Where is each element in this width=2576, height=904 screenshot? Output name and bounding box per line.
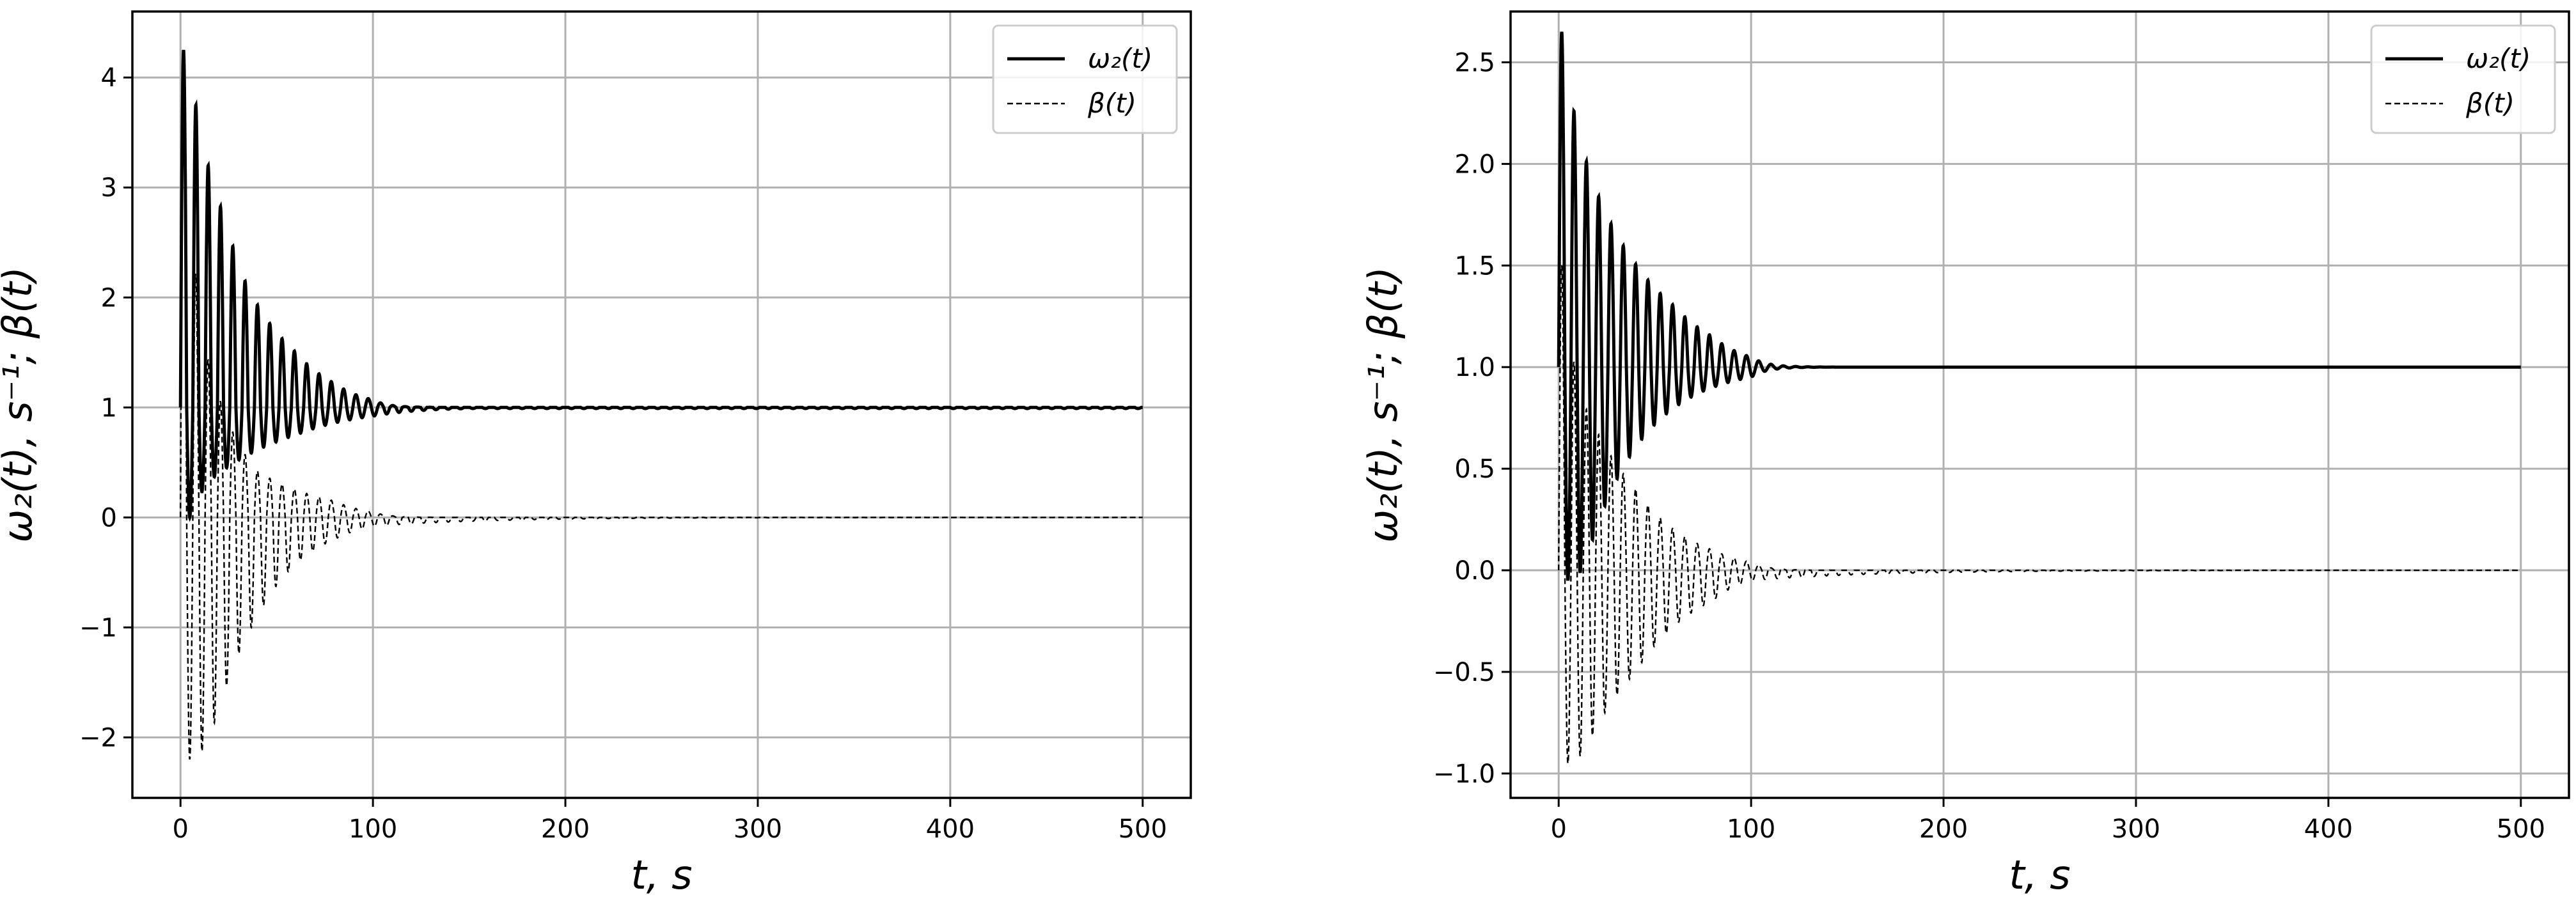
y-tick-label: 0: [101, 503, 117, 533]
legend: ω₂(t) β(t): [992, 24, 1178, 134]
y-tick-label: −0.5: [1433, 658, 1495, 687]
chart-panel-2: 0 100 200 300 400 500 −1.0 −0.5 0.0 0.5 1.0 1.5 2.0 2…: [1360, 10, 2570, 898]
x-axis-label: t, s: [631, 852, 692, 898]
y-axis-label: ω₂(t), s⁻¹; β(t): [0, 267, 41, 543]
x-tick-label: 300: [2112, 814, 2160, 844]
y-tick-label: 1.5: [1454, 251, 1495, 281]
y-axis-label: ω₂(t), s⁻¹; β(t): [1360, 267, 1406, 543]
x-tick-label: 300: [734, 814, 782, 844]
y-tick-label: 0.0: [1454, 556, 1495, 586]
y-tick-label: 2.5: [1454, 48, 1495, 77]
x-tick-label: 400: [2304, 814, 2353, 844]
x-tick-label: 200: [541, 814, 590, 844]
legend-label: β(t): [1087, 88, 1136, 119]
series-line-omega2: [178, 49, 1143, 522]
x-tick-label: 0: [173, 814, 189, 844]
series-line-omega2: [1557, 31, 2521, 581]
x-tick-label: 200: [1919, 814, 1968, 844]
x-tick-label: 500: [2497, 814, 2545, 844]
y-tick-label: 2: [101, 283, 117, 313]
y-tick-label: 1: [101, 393, 117, 423]
plot-frame: [131, 10, 1192, 799]
y-tick-label: 2.0: [1454, 150, 1495, 179]
x-tick-label: 100: [1727, 814, 1775, 844]
x-axis-label: t, s: [2009, 852, 2070, 898]
y-tick-label: 3: [101, 173, 117, 203]
y-tick-label: −2: [79, 723, 117, 752]
y-tick-label: −1: [79, 613, 117, 643]
plot-frame: [1509, 10, 2570, 799]
y-tick-label: 0.5: [1454, 455, 1495, 484]
series-line-beta: [1557, 265, 2521, 764]
x-tick-label: 100: [349, 814, 397, 844]
legend-label: β(t): [2465, 88, 2515, 119]
x-tick-label: 500: [1119, 814, 1167, 844]
y-tick-label: 4: [101, 63, 117, 93]
y-tick-label: −1.0: [1433, 760, 1495, 789]
legend-box: [992, 24, 1178, 134]
series-line-beta: [180, 77, 1143, 760]
legend-box: [2370, 24, 2556, 134]
legend-label: ω₂(t): [2466, 43, 2531, 74]
legend-label: ω₂(t): [1088, 43, 1152, 74]
x-tick-label: 0: [1551, 814, 1567, 844]
y-tick-label: 1.0: [1454, 353, 1495, 382]
x-tick-label: 400: [926, 814, 975, 844]
chart-panel-1: 0 100 200 300 400 500 −2 −1 0 1 2 3 4 t, s ω₂(t), s⁻¹;…: [0, 10, 1192, 898]
legend: ω₂(t) β(t): [2370, 24, 2556, 134]
